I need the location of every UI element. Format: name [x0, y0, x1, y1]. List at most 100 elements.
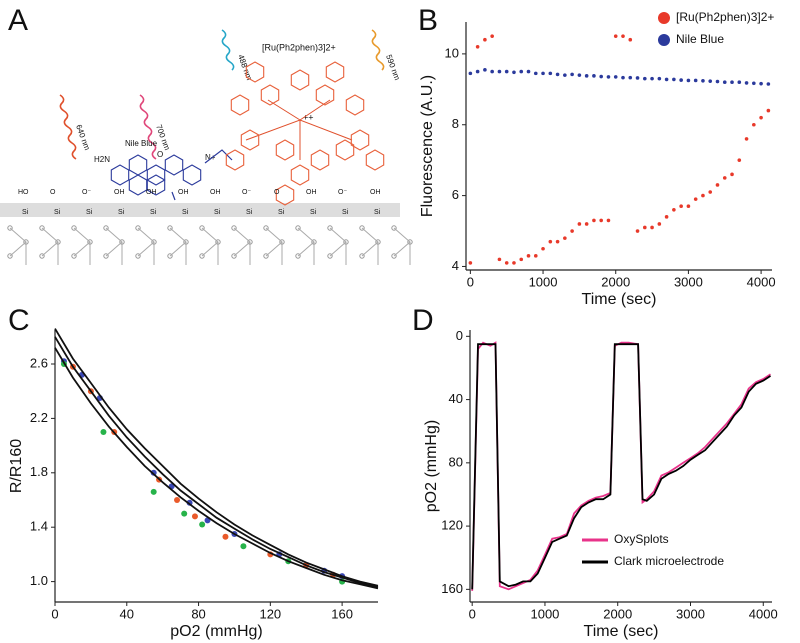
point [672, 207, 676, 212]
point [628, 37, 633, 42]
point [577, 73, 582, 77]
legend-label: OxySplots [614, 532, 669, 546]
surface-atom: Si [342, 209, 349, 216]
x-axis-title: Time (sec) [582, 291, 657, 308]
wave [59, 94, 77, 160]
point [613, 34, 618, 38]
surface-atom: OH [306, 189, 317, 196]
point [563, 236, 567, 240]
point [621, 75, 625, 80]
x-tick-label: 3000 [676, 606, 705, 621]
lattice-bond [73, 227, 91, 265]
lattice-bond [233, 227, 251, 265]
x-axis-title: pO2 (mmHg) [170, 623, 262, 640]
point [606, 75, 611, 79]
lattice-bond [361, 227, 379, 265]
point [686, 204, 691, 209]
point [584, 222, 589, 226]
point [497, 257, 502, 262]
x-tick-label: 0 [469, 606, 476, 621]
point [599, 74, 603, 79]
ring [230, 94, 250, 116]
ring [240, 129, 260, 151]
point [548, 71, 553, 76]
lattice-bond [41, 227, 59, 265]
panel-label: B [418, 4, 438, 37]
point [100, 429, 107, 435]
x-tick-label: 120 [259, 606, 281, 621]
ring [345, 94, 365, 116]
legend-swatch [658, 12, 670, 24]
lattice-node [71, 225, 77, 231]
ring [182, 164, 202, 186]
lattice-node [103, 253, 109, 259]
point [599, 218, 603, 223]
lattice-node [39, 253, 45, 259]
point [744, 137, 749, 141]
diagram-panel: A 640 nm 700 nm 488 nm 590 nm Nile Blue … [0, 4, 413, 265]
ring [325, 61, 345, 83]
lattice-bond [137, 227, 155, 265]
atom-label: ++ [303, 112, 314, 122]
y-axis-title: Fluorescence (A.U.) [419, 75, 436, 217]
surface-atom: OH [114, 189, 125, 196]
lattice-bond [9, 227, 27, 265]
atom-label: N+ [205, 153, 216, 162]
surface-atom: Si [278, 209, 285, 216]
ring [128, 174, 148, 196]
y-axis-title: pO2 (mmHg) [423, 420, 440, 512]
wavelength-label: 640 nm [74, 123, 92, 151]
ring [275, 139, 295, 161]
point [672, 77, 676, 82]
atom-label: O [157, 150, 163, 159]
x-tick-label: 1000 [530, 606, 559, 621]
x-tick-label: 3000 [674, 274, 703, 289]
ring [164, 154, 184, 176]
point [533, 254, 538, 258]
lattice-bond [297, 227, 315, 265]
lattice-node [167, 253, 173, 259]
point [752, 122, 756, 127]
point [222, 533, 229, 540]
point [541, 246, 545, 251]
lattice-node [7, 225, 13, 231]
point [570, 229, 574, 233]
point [468, 261, 473, 265]
wavelength-label: 488 nm [236, 53, 254, 81]
y-tick-label: 1.0 [30, 573, 48, 588]
point [679, 78, 683, 82]
ring [245, 61, 265, 83]
bond [245, 99, 353, 160]
lattice-bond [265, 227, 283, 265]
x-axis-title: Time (sec) [584, 623, 659, 640]
ring [310, 149, 330, 171]
bond [171, 149, 233, 201]
chart: B 4 6 8 10 0 1000 2000 3000 4000 Time (sec) Fluores… [418, 4, 776, 308]
ring [146, 174, 166, 196]
lattice-node [263, 225, 269, 231]
series-line [471, 343, 771, 590]
point [708, 79, 713, 83]
point [475, 45, 480, 49]
surface-atom: O [50, 189, 56, 196]
lattice-node [135, 225, 141, 231]
point [693, 78, 698, 83]
point [504, 69, 509, 74]
point [752, 81, 756, 86]
surface-atom: OH [210, 189, 221, 196]
point [708, 190, 713, 194]
point [628, 75, 633, 80]
point [181, 510, 188, 517]
point [150, 488, 157, 495]
point [766, 82, 771, 86]
surface-atom: OH [370, 189, 381, 196]
x-tick-label: 4000 [747, 274, 776, 289]
series-line [54, 336, 379, 588]
lattice-node [327, 225, 333, 231]
point [730, 172, 734, 177]
ring [350, 129, 370, 151]
lattice-node [167, 225, 173, 231]
point [199, 521, 206, 528]
legend-swatch [658, 34, 670, 46]
